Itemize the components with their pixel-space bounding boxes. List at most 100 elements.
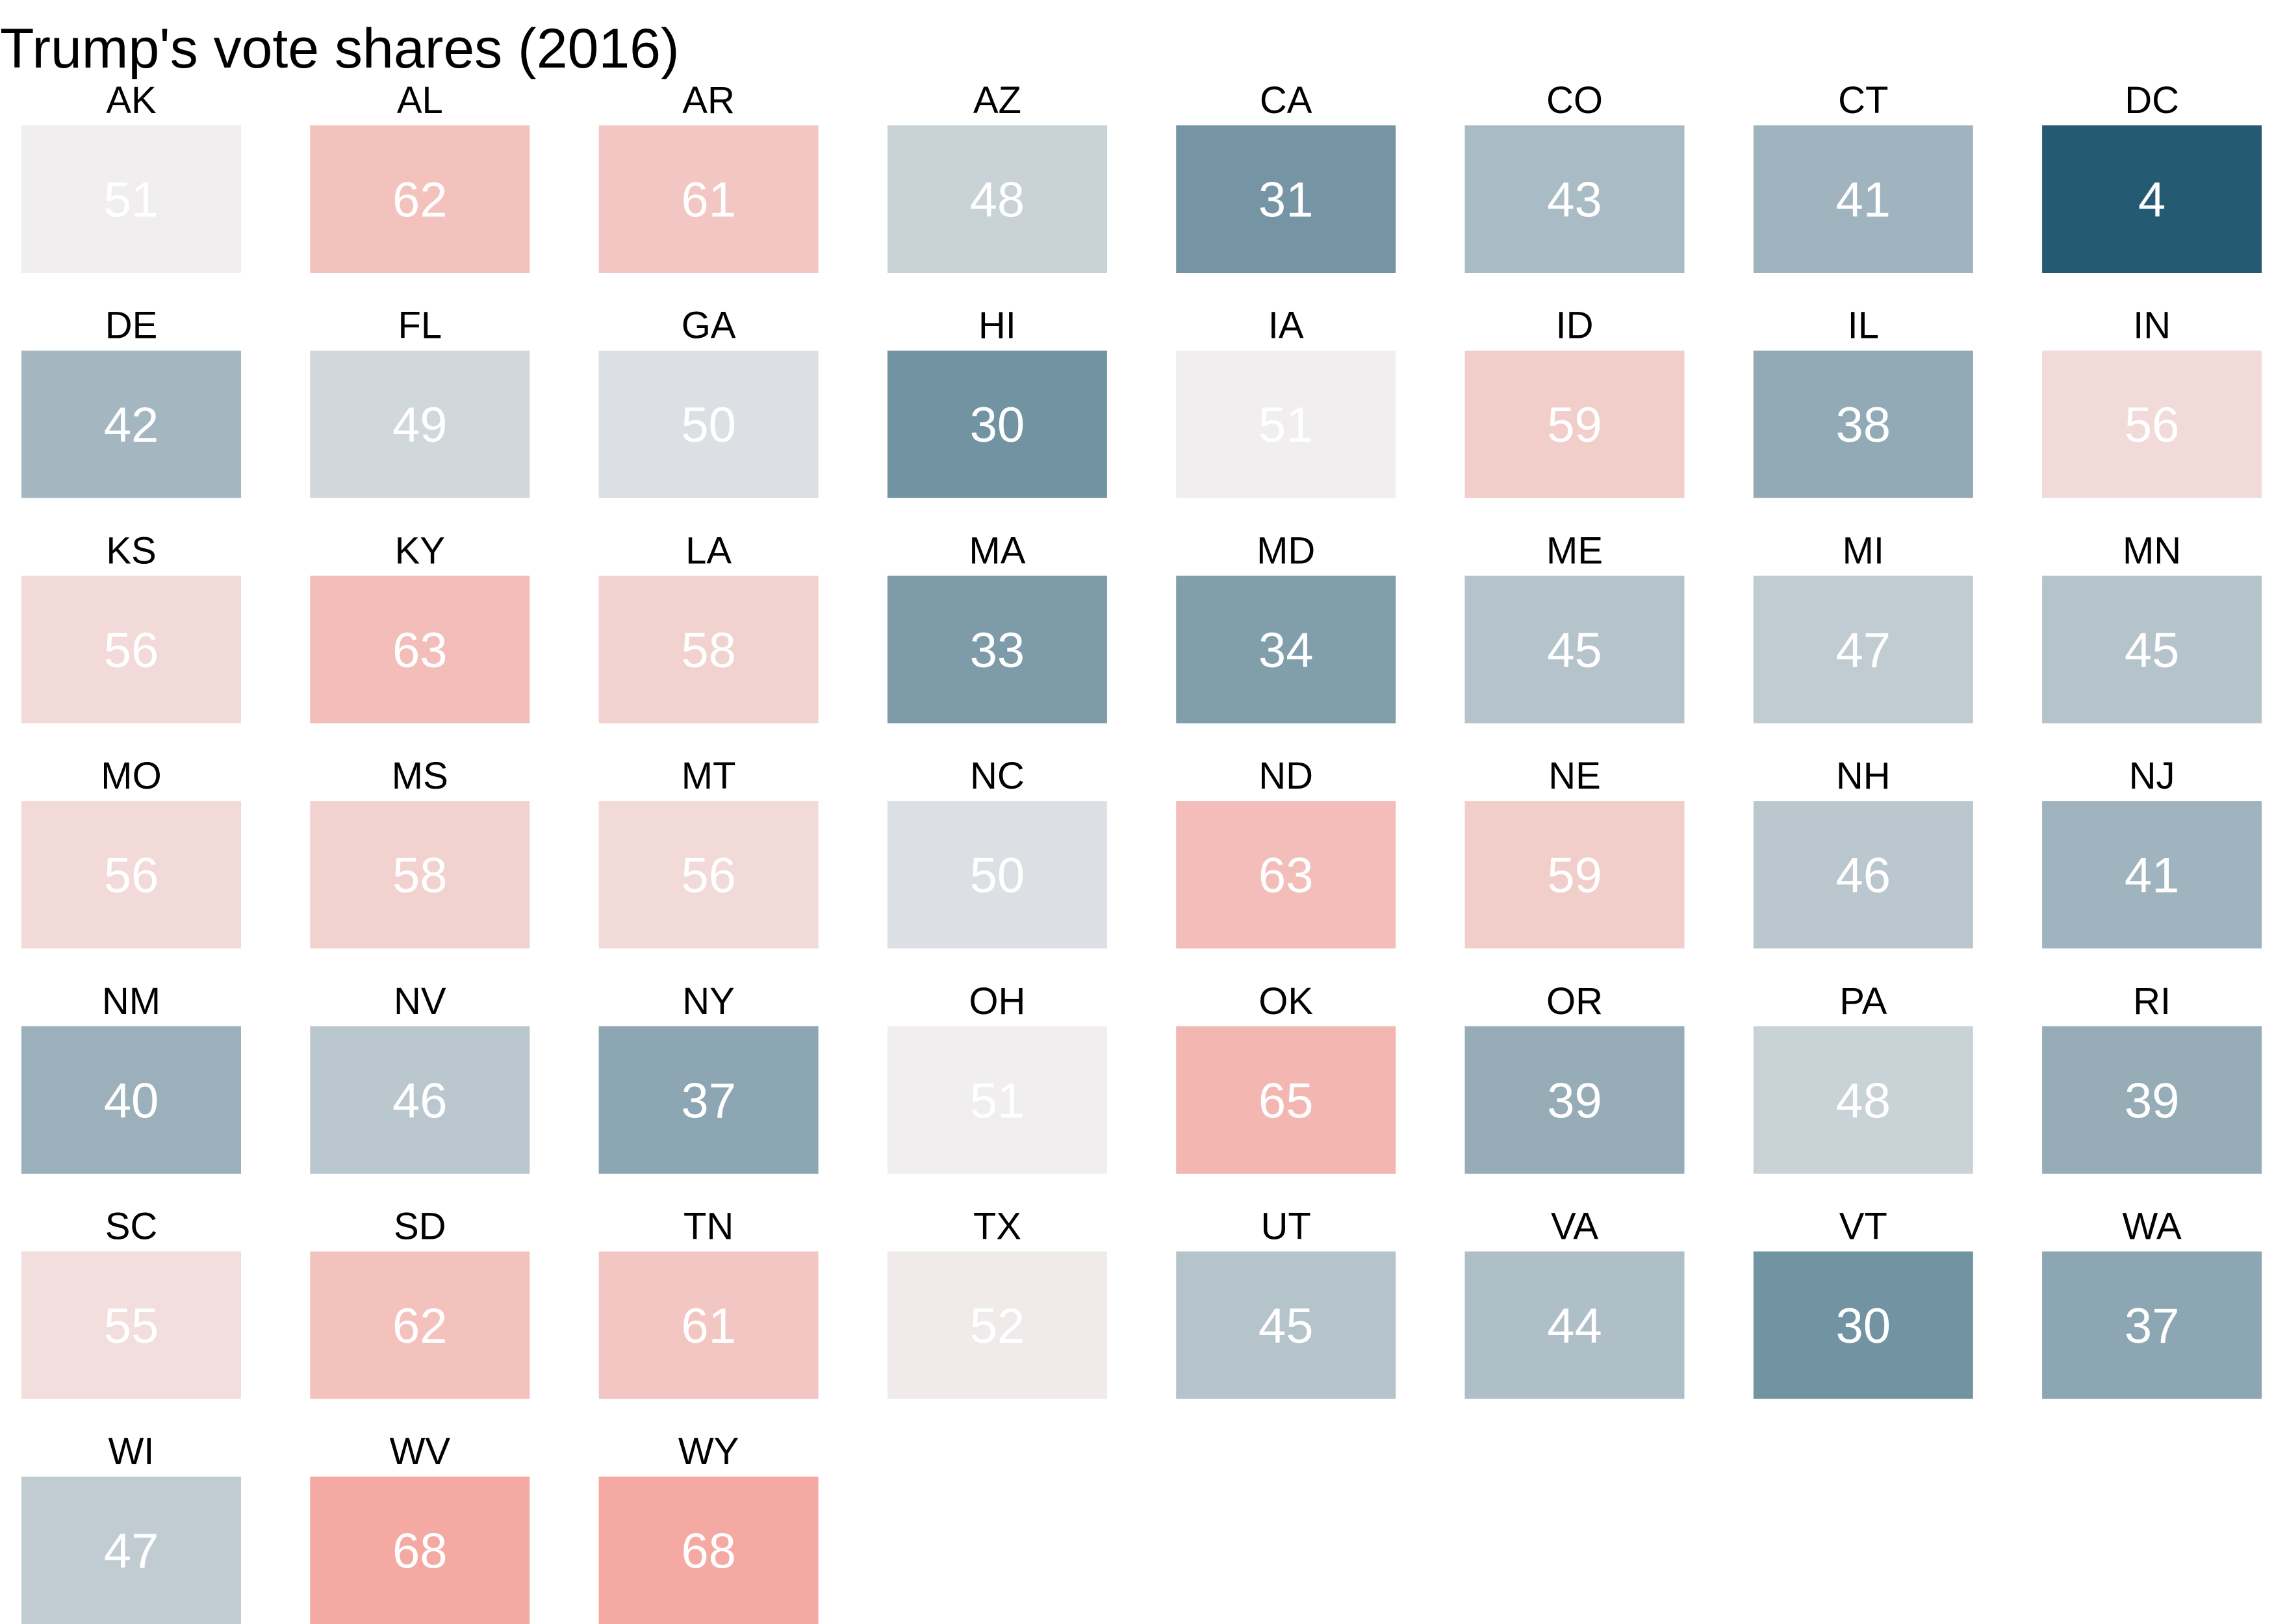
state-cell-fl: FL 49 — [310, 305, 530, 498]
state-tile — [1176, 350, 1396, 498]
state-label: AL — [397, 79, 443, 121]
value-label: 51 — [970, 1073, 1025, 1128]
state-tile — [1753, 1026, 1973, 1174]
state-tile — [21, 576, 241, 724]
value-label: 47 — [104, 1524, 159, 1579]
state-label: NH — [1836, 755, 1891, 797]
state-cell-nc: NC 50 — [887, 755, 1107, 949]
state-label: SC — [105, 1206, 158, 1248]
state-cell-hi: HI 30 — [887, 305, 1107, 498]
state-tile — [887, 1026, 1107, 1174]
state-tile — [310, 576, 530, 724]
state-cell-nj: NJ 41 — [2042, 755, 2262, 949]
state-label: DC — [2125, 79, 2179, 121]
value-label: 56 — [2125, 398, 2180, 453]
value-label: 56 — [104, 848, 159, 904]
state-tile — [887, 350, 1107, 498]
state-tile — [1753, 576, 1973, 724]
state-cell-ut: UT 45 — [1176, 1206, 1396, 1399]
value-label: 38 — [1836, 398, 1891, 453]
state-cell-il: IL 38 — [1753, 305, 1973, 498]
state-cell-ia: IA 51 — [1176, 305, 1396, 498]
value-label: 61 — [681, 1299, 736, 1354]
state-tile — [1753, 801, 1973, 949]
value-label: 50 — [970, 848, 1025, 904]
state-tile — [1464, 576, 1685, 724]
state-cell-oh: OH 51 — [887, 980, 1107, 1174]
state-tile — [1176, 576, 1396, 724]
state-tile — [310, 125, 530, 273]
state-tile — [1464, 1251, 1685, 1399]
value-label: 62 — [392, 1299, 448, 1354]
state-cell-ms: MS 58 — [310, 755, 530, 949]
state-label: MI — [1843, 529, 1884, 572]
state-cell-ky: KY 63 — [310, 529, 530, 724]
state-tile — [1464, 1026, 1685, 1174]
state-cell-or: OR 39 — [1464, 980, 1685, 1174]
state-cell-ny: NY 37 — [598, 980, 819, 1174]
state-tile — [21, 350, 241, 498]
value-label: 49 — [392, 398, 448, 453]
value-label: 48 — [970, 173, 1025, 228]
state-label: TN — [683, 1206, 734, 1248]
state-tile — [887, 801, 1107, 949]
state-label: HI — [978, 305, 1016, 347]
state-label: WV — [390, 1430, 451, 1473]
value-label: 68 — [392, 1524, 448, 1579]
state-label: VA — [1551, 1206, 1598, 1248]
value-label: 58 — [392, 848, 448, 904]
state-cell-la: LA 58 — [598, 529, 819, 724]
state-label: MD — [1257, 529, 1315, 572]
state-cell-de: DE 42 — [21, 305, 241, 498]
state-label: MN — [2123, 529, 2181, 572]
state-tile — [598, 1251, 819, 1399]
value-label: 63 — [1258, 848, 1314, 904]
state-label: CT — [1838, 79, 1888, 121]
state-label: ND — [1258, 755, 1313, 797]
state-label: OH — [969, 980, 1025, 1022]
state-label: FL — [398, 305, 442, 347]
state-tile — [1753, 1251, 1973, 1399]
state-label: KS — [106, 529, 156, 572]
state-label: NY — [682, 980, 735, 1022]
value-label: 44 — [1547, 1299, 1602, 1354]
state-tile — [1176, 125, 1396, 273]
state-tile — [21, 801, 241, 949]
state-label: CA — [1260, 79, 1312, 121]
state-cell-al: AL 62 — [310, 79, 530, 273]
state-tile — [21, 1477, 241, 1624]
state-tile — [2042, 576, 2262, 724]
state-label: WI — [109, 1430, 155, 1473]
state-label: PA — [1839, 980, 1887, 1022]
state-cell-mt: MT 56 — [598, 755, 819, 949]
value-label: 45 — [1547, 623, 1602, 678]
state-cell-sc: SC 55 — [21, 1206, 241, 1399]
state-tile — [21, 125, 241, 273]
state-cell-ak: AK 51 — [21, 79, 241, 273]
state-label: ME — [1546, 529, 1603, 572]
state-tile — [887, 576, 1107, 724]
state-cell-pa: PA 48 — [1753, 980, 1973, 1174]
value-label: 43 — [1547, 173, 1602, 228]
state-label: ID — [1556, 305, 1594, 347]
value-label: 62 — [392, 173, 448, 228]
state-cell-ri: RI 39 — [2042, 980, 2262, 1174]
state-cell-ne: NE 59 — [1464, 755, 1685, 949]
state-tile — [598, 125, 819, 273]
state-cell-md: MD 34 — [1176, 529, 1396, 724]
value-label: 47 — [1836, 623, 1891, 678]
state-label: LA — [685, 529, 732, 572]
state-label: WA — [2122, 1206, 2182, 1248]
state-cell-wa: WA 37 — [2042, 1206, 2262, 1399]
state-label: IN — [2133, 305, 2171, 347]
state-cell-co: CO 43 — [1464, 79, 1685, 273]
value-label: 58 — [681, 623, 736, 678]
state-tile — [2042, 1251, 2262, 1399]
state-tile — [1464, 125, 1685, 273]
state-tile — [1464, 801, 1685, 949]
state-label: VT — [1839, 1206, 1887, 1248]
state-tile — [598, 801, 819, 949]
value-label: 40 — [104, 1073, 159, 1128]
state-tile — [2042, 350, 2262, 498]
state-label: NJ — [2129, 755, 2175, 797]
